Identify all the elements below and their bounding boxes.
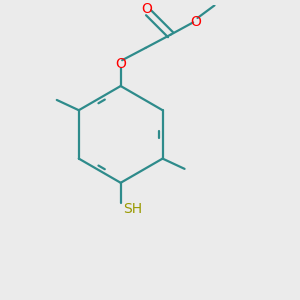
Text: O: O	[115, 57, 126, 71]
Text: O: O	[190, 14, 201, 28]
Text: SH: SH	[124, 202, 143, 216]
Text: O: O	[142, 2, 152, 16]
